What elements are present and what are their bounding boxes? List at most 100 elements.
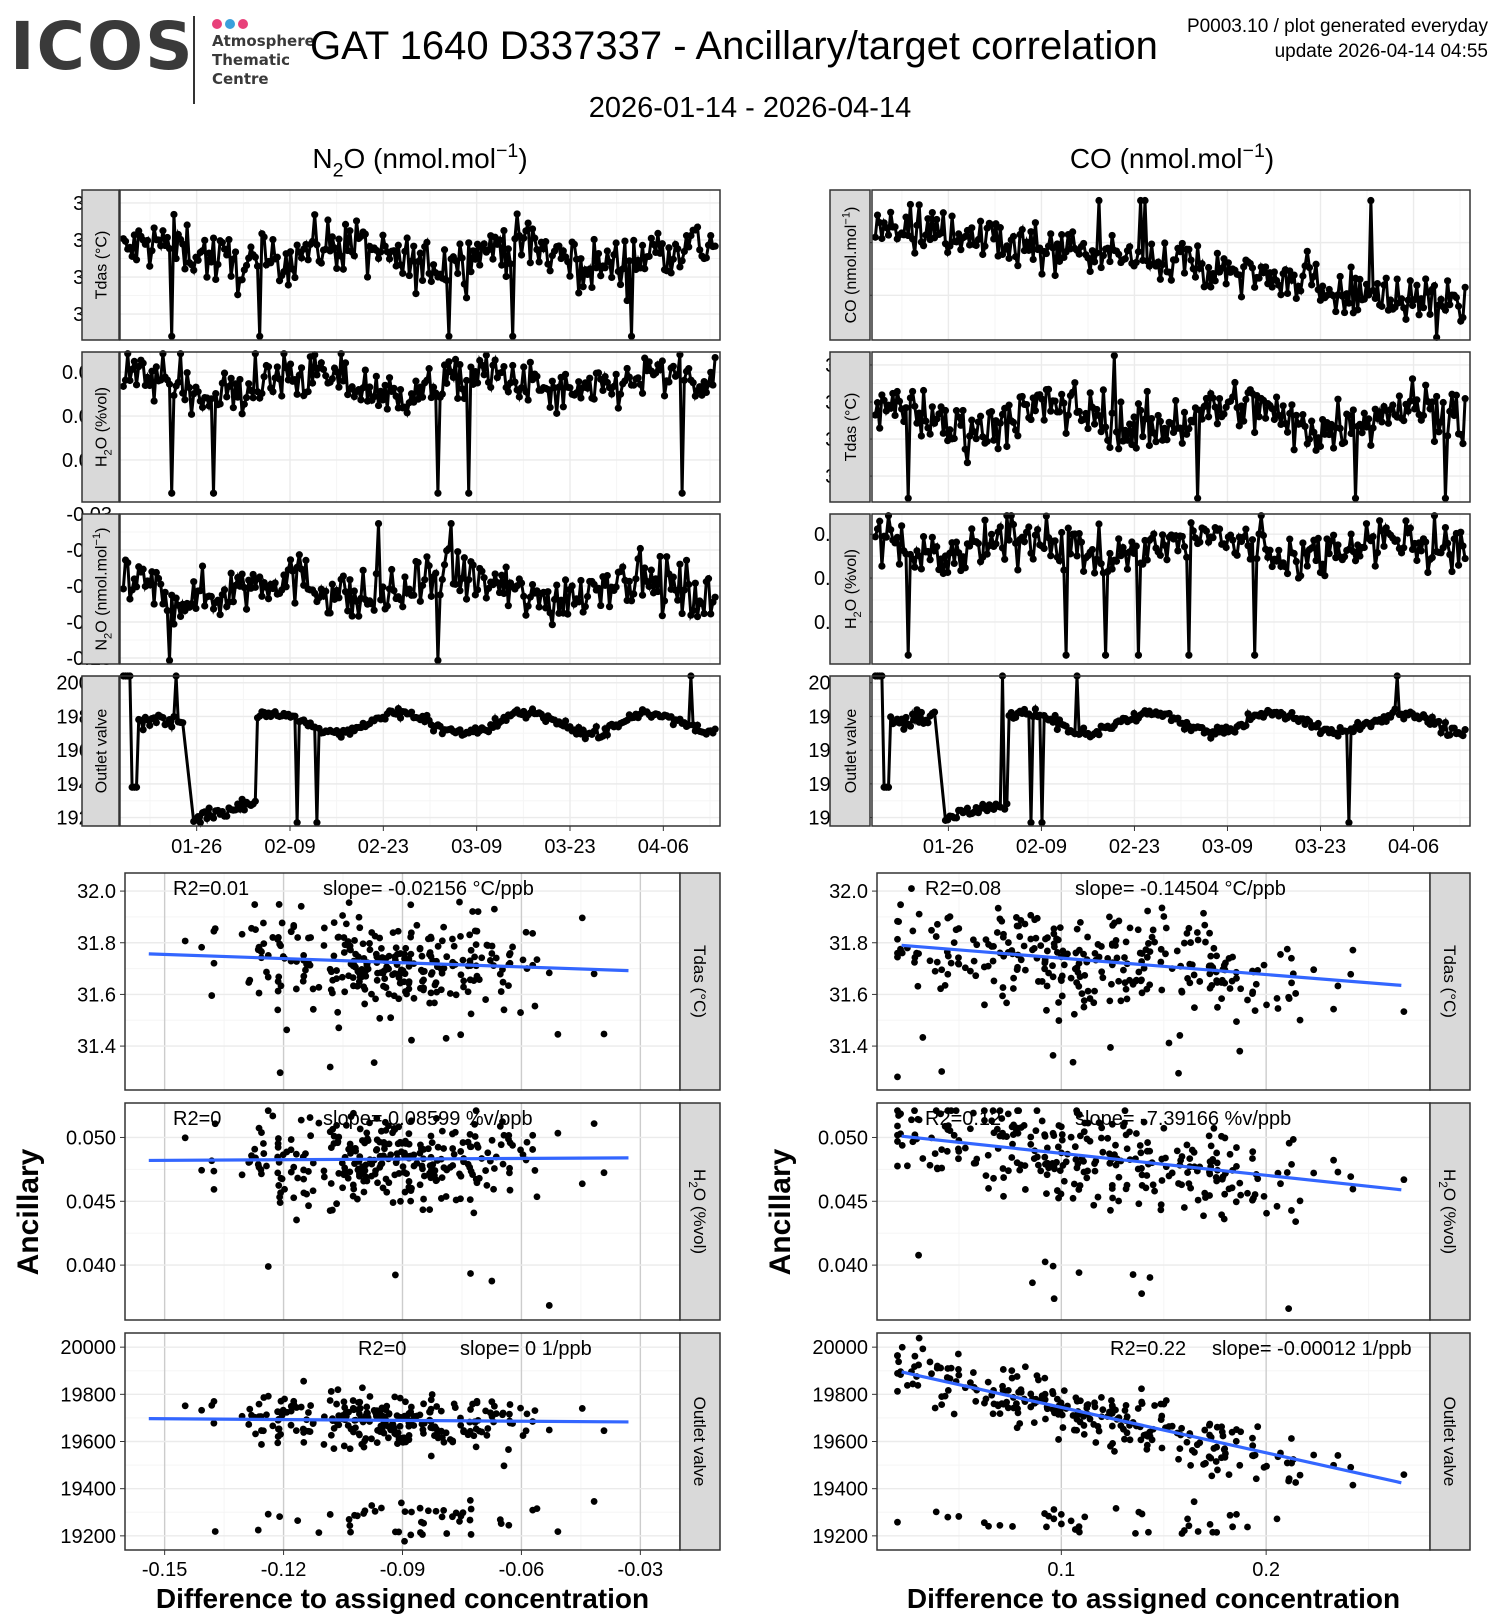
series-point <box>636 380 644 389</box>
scatter-point <box>467 1406 474 1413</box>
series-point <box>304 387 312 396</box>
series-point <box>1095 411 1103 420</box>
series-point <box>871 411 879 419</box>
strip-box <box>1429 1332 1471 1551</box>
series-point <box>1115 445 1123 453</box>
series-point <box>893 533 901 541</box>
series-point <box>678 489 686 497</box>
scatter-point <box>1144 907 1152 915</box>
series-point <box>381 242 389 250</box>
series-point <box>478 567 486 575</box>
scatter-point <box>427 1163 435 1171</box>
series-point <box>669 362 677 370</box>
series-point <box>908 555 917 563</box>
scatter-point <box>529 1131 537 1139</box>
series-point <box>465 489 473 497</box>
scatter-point <box>966 967 974 975</box>
strip-box <box>81 513 120 665</box>
scatter-point <box>373 1145 381 1153</box>
scatter-point <box>1032 934 1040 942</box>
series-point <box>1029 555 1037 563</box>
scatter-point <box>334 1008 342 1016</box>
scatter-point <box>1030 1155 1038 1163</box>
series-point <box>275 375 284 383</box>
series-point <box>959 553 967 561</box>
series-point <box>1400 544 1408 552</box>
strip-label: N2O (nmol.mol−1) <box>91 527 114 650</box>
scatter-point <box>440 1506 448 1514</box>
scatter-point <box>999 1366 1007 1373</box>
series-point <box>159 227 167 235</box>
scatter-point <box>469 1171 476 1178</box>
scatter-point <box>1017 1388 1025 1396</box>
series-point <box>1345 819 1353 827</box>
scatter-point <box>356 1431 363 1439</box>
series-point <box>357 396 365 404</box>
scatter-point <box>1157 945 1165 953</box>
series-point <box>454 548 462 556</box>
series-point <box>900 725 908 733</box>
scatter-point <box>363 1129 371 1137</box>
scatter-point <box>1098 1134 1105 1142</box>
series-point <box>181 396 189 404</box>
scatter-point <box>457 1421 465 1429</box>
series-point <box>1051 397 1059 405</box>
series-point <box>906 722 915 730</box>
series-point <box>1183 430 1191 438</box>
scatter-point <box>1045 1164 1053 1172</box>
scatter-point <box>1178 988 1186 996</box>
svg-text:Tdas (°C): Tdas (°C) <box>690 945 709 1018</box>
series-point <box>621 237 629 245</box>
series-point <box>590 235 598 244</box>
series-point <box>669 573 677 581</box>
series-point <box>1176 248 1184 256</box>
scatter-point <box>210 1419 218 1427</box>
series-point <box>1354 306 1362 314</box>
scatter-point <box>1021 1162 1029 1170</box>
series-point <box>1005 254 1013 262</box>
scatter-point <box>1288 979 1295 987</box>
series-point <box>176 612 185 621</box>
scatter-point <box>255 1400 263 1408</box>
scatter-point <box>1115 1197 1123 1205</box>
series-point <box>612 370 620 378</box>
series-point <box>179 240 187 248</box>
scatter-point <box>420 967 428 975</box>
series-point <box>533 372 541 380</box>
scatter-point <box>1249 1155 1256 1162</box>
series-point <box>352 217 361 225</box>
series-point <box>399 269 407 277</box>
series-point <box>1281 563 1289 571</box>
scatter-point <box>460 983 467 991</box>
series-point <box>126 595 134 603</box>
scatter-point <box>402 1137 409 1145</box>
series-point <box>1009 520 1018 529</box>
y-tick-label: 19800 <box>60 1384 116 1406</box>
series-point <box>1084 254 1092 262</box>
series-point <box>1365 415 1373 423</box>
svg-text:H2O (%vol): H2O (%vol) <box>94 387 115 467</box>
scatter-point <box>1158 1155 1166 1163</box>
series-point <box>264 595 273 603</box>
series-point <box>1272 557 1281 565</box>
series-point <box>915 409 923 417</box>
scatter-point <box>1055 1436 1062 1443</box>
series-point <box>891 539 899 547</box>
scatter-point <box>1228 1184 1236 1192</box>
series-point <box>410 242 418 250</box>
series-point <box>1007 708 1015 717</box>
series-point <box>674 245 682 253</box>
series-point <box>1391 705 1399 713</box>
scatter-point <box>941 1122 949 1130</box>
scatter-point <box>333 1200 341 1208</box>
scatter-point <box>1064 950 1071 958</box>
series-point <box>396 714 405 722</box>
scatter-point <box>909 1138 917 1146</box>
series-point <box>1110 352 1118 360</box>
series-point <box>1413 556 1421 565</box>
scatter-point <box>459 1509 467 1517</box>
series-point <box>1200 402 1208 410</box>
scatter-point <box>1205 1453 1213 1461</box>
series-point <box>1459 439 1467 448</box>
scatter-point <box>989 1107 997 1115</box>
